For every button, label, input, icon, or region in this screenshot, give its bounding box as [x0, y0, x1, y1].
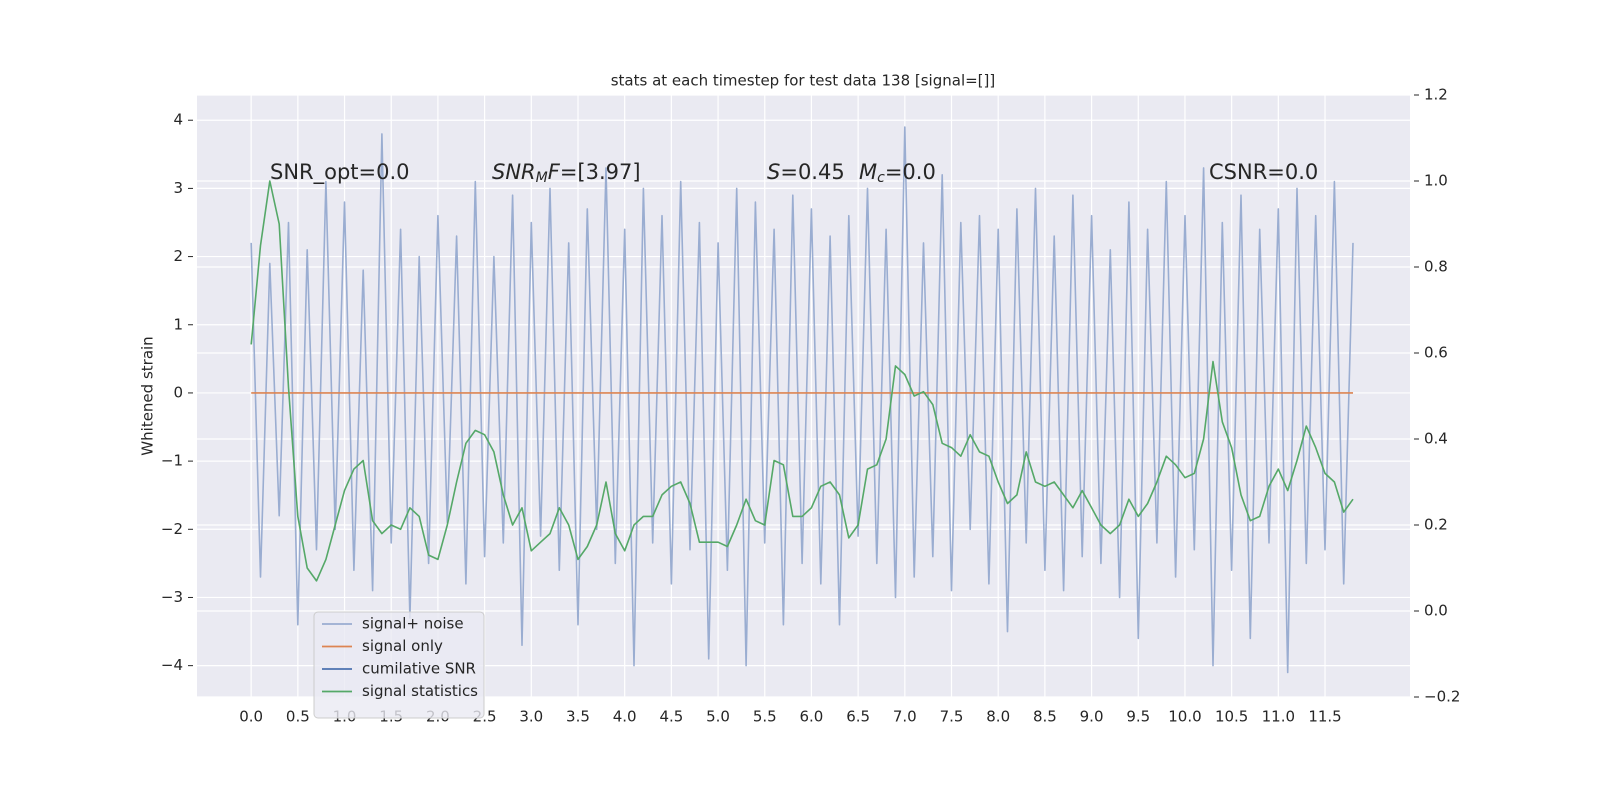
- legend-box: [313, 611, 485, 719]
- x-tick-label: 11.5: [1308, 708, 1341, 726]
- y-tick-label: 1: [173, 315, 183, 333]
- series-line: [250, 126, 1354, 674]
- annotation: SNRMF=[3.97]: [492, 160, 641, 186]
- y2-tick-label: 0.6: [1424, 344, 1448, 362]
- annotation-part: S: [767, 160, 780, 184]
- y-tick-label: 4: [173, 111, 183, 129]
- x-tick-label: 9.0: [1080, 708, 1104, 726]
- marks: [250, 126, 1354, 674]
- annotation-part: =0.0: [885, 160, 936, 184]
- x-tick-label: 6.0: [800, 708, 824, 726]
- x-tick-label: 4.5: [659, 708, 683, 726]
- labels: 0.00.51.01.52.02.53.03.54.04.55.05.56.06…: [161, 86, 1461, 726]
- y-tick-label: 2: [173, 247, 183, 265]
- annotation-part: SNR_opt=0.0: [270, 160, 410, 185]
- y2-tick-label: 1.0: [1424, 172, 1448, 190]
- annotation-part: c: [877, 170, 885, 186]
- annotation-part: M: [536, 170, 548, 186]
- x-tick-label: 7.5: [940, 708, 964, 726]
- y2-tick-label: 0.0: [1424, 602, 1448, 620]
- y2-tick-label: 1.2: [1424, 86, 1448, 104]
- legend-label: signal+ noise: [362, 615, 464, 633]
- x-tick-label: 4.0: [613, 708, 637, 726]
- y2-tick-label: 0.4: [1424, 430, 1448, 448]
- y2-tick-label: 0.2: [1424, 516, 1448, 534]
- x-tick-label: 10.0: [1168, 708, 1201, 726]
- x-tick-label: 5.0: [706, 708, 730, 726]
- annotation-part: =0.45: [780, 160, 844, 184]
- x-tick-label: 8.0: [986, 708, 1010, 726]
- chart-title: stats at each timestep for test data 138…: [611, 72, 996, 90]
- x-tick-label: 6.5: [846, 708, 870, 726]
- x-tick-label: 0.5: [286, 708, 310, 726]
- y-tick-label: −4: [161, 656, 183, 674]
- annotation-part: =[3.97]: [560, 160, 641, 184]
- annotation: SNR_opt=0.0: [270, 160, 410, 185]
- y-tick-label: −1: [161, 452, 183, 470]
- y-tick-label: 3: [173, 179, 183, 197]
- x-tick-label: 3.0: [519, 708, 543, 726]
- annotation-part: SNR: [492, 160, 536, 184]
- x-tick-label: 10.5: [1215, 708, 1248, 726]
- annotation: S=0.45: [767, 160, 845, 184]
- series-line: [250, 180, 1354, 582]
- annotation: CSNR=0.0: [1209, 160, 1318, 184]
- x-tick-label: 0.0: [239, 708, 263, 726]
- y-tick-label: −3: [161, 588, 183, 606]
- annotation-part: F: [548, 160, 561, 184]
- annotation-part: CSNR=0.0: [1209, 160, 1318, 184]
- y-tick-label: −2: [161, 520, 183, 538]
- x-tick-label: 3.5: [566, 708, 590, 726]
- y-axis-label: Whitened strain: [139, 336, 157, 455]
- legend-label: signal statistics: [362, 682, 478, 700]
- annotation: Mc=0.0: [859, 160, 936, 186]
- y-tick-label: 0: [173, 383, 183, 401]
- x-tick-label: 7.0: [893, 708, 917, 726]
- x-tick-label: 11.0: [1262, 708, 1295, 726]
- x-tick-label: 5.5: [753, 708, 777, 726]
- y2-tick-label: −0.2: [1424, 688, 1460, 706]
- x-tick-label: 8.5: [1033, 708, 1057, 726]
- y2-tick-label: 0.8: [1424, 258, 1448, 276]
- plot-area: [197, 95, 1410, 697]
- annotation-part: M: [859, 160, 877, 184]
- x-tick-label: 9.5: [1126, 708, 1150, 726]
- legend-label: signal only: [362, 637, 443, 655]
- legend-label: cumilative SNR: [362, 660, 476, 678]
